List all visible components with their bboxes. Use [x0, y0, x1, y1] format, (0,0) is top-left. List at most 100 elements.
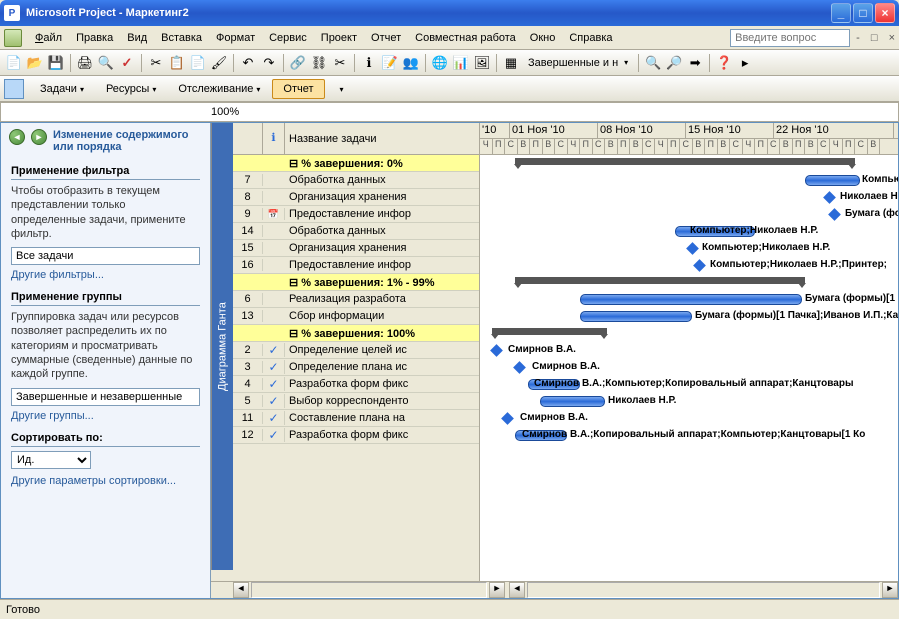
task-row[interactable]: 9📅Предоставление инфор	[233, 206, 479, 223]
app-icon: P	[4, 5, 20, 21]
menu-window[interactable]: Окно	[523, 30, 563, 46]
grid-scroll-right[interactable]: ►	[489, 582, 505, 598]
menu-help[interactable]: Справка	[562, 30, 619, 46]
preview-button[interactable]: 🔍	[96, 53, 116, 73]
task-row[interactable]: 3✓Определение плана ис	[233, 359, 479, 376]
overflow-button[interactable]: ▸	[735, 53, 755, 73]
sort-heading: Сортировать по:	[11, 432, 200, 447]
col-name-header[interactable]: Название задачи	[285, 123, 479, 154]
sort-select[interactable]: Ид.	[11, 451, 91, 469]
tab-tracking[interactable]: Отслеживание▾	[168, 80, 270, 98]
gantt-chart[interactable]: Компьютер;НиНиколаев НБумага (фоКомпьюте…	[480, 155, 898, 581]
doc-restore-button[interactable]: -	[856, 32, 860, 44]
task-row[interactable]: 8Организация хранения	[233, 189, 479, 206]
app-menu-icon[interactable]	[4, 29, 22, 47]
menu-format[interactable]: Формат	[209, 30, 262, 46]
menu-project[interactable]: Проект	[314, 30, 364, 46]
task-row[interactable]: 11✓Составление плана на	[233, 410, 479, 427]
paste-button[interactable]: 📄	[188, 53, 208, 73]
menu-view[interactable]: Вид	[120, 30, 154, 46]
task-row[interactable]: 16Предоставление инфор	[233, 257, 479, 274]
group-button[interactable]: ▦	[501, 53, 521, 73]
guide-back-button[interactable]: ◄	[9, 129, 25, 145]
task-row[interactable]: 14Обработка данных	[233, 223, 479, 240]
notes-button[interactable]: 📝	[380, 53, 400, 73]
zoom-out-button[interactable]: 🔎	[664, 53, 684, 73]
task-row[interactable]: 2✓Определение целей ис	[233, 342, 479, 359]
doc-close-button[interactable]: ×	[889, 32, 895, 44]
assign-button[interactable]: 👥	[401, 53, 421, 73]
task-row[interactable]: ⊟ % завершения: 1% - 99%	[233, 274, 479, 291]
task-row[interactable]: 13Сбор информации	[233, 308, 479, 325]
task-grid: ⊟ % завершения: 0%7Обработка данных8Орга…	[233, 155, 480, 581]
open-button[interactable]: 📂	[25, 53, 45, 73]
task-row[interactable]: 15Организация хранения	[233, 240, 479, 257]
tab-report-drop[interactable]: ▾	[327, 80, 354, 98]
task-row[interactable]: ⊟ % завершения: 100%	[233, 325, 479, 342]
doc-max-button[interactable]: □	[871, 32, 878, 44]
undo-button[interactable]: ↶	[238, 53, 258, 73]
guide-icon[interactable]	[4, 79, 24, 99]
chart-button[interactable]: 📊	[451, 53, 471, 73]
view-label: Диаграмма Ганта	[211, 123, 233, 570]
guide-fwd-button[interactable]: ►	[31, 129, 47, 145]
menu-tools[interactable]: Сервис	[262, 30, 314, 46]
filter-input[interactable]	[11, 247, 200, 265]
zoom-in-button[interactable]: 🔍	[643, 53, 663, 73]
task-row[interactable]: 4✓Разработка форм фикс	[233, 376, 479, 393]
split-button[interactable]: ✂	[330, 53, 350, 73]
new-button[interactable]: 📄	[4, 53, 24, 73]
chart-scroll-right[interactable]: ►	[882, 582, 898, 598]
grid-scrollbar[interactable]	[251, 582, 487, 598]
menu-file[interactable]: Файл	[28, 30, 69, 46]
tab-tasks[interactable]: Задачи▾	[30, 80, 94, 98]
filter-combo[interactable]: Завершенные и н▾	[522, 55, 634, 71]
minimize-button[interactable]: _	[831, 3, 851, 23]
task-row[interactable]: 5✓Выбор корреспонденто	[233, 393, 479, 410]
menu-edit[interactable]: Правка	[69, 30, 120, 46]
filter-heading: Применение фильтра	[11, 165, 200, 180]
col-indicator-header[interactable]: ℹ	[263, 123, 285, 154]
format-painter-button[interactable]: 🖌	[209, 53, 229, 73]
standard-toolbar: 📄 📂 💾 🖨 🔍 ✓ ✂ 📋 📄 🖌 ↶ ↷ 🔗 ⛓ ✂ ℹ 📝 👥 🌐 📊 …	[0, 50, 899, 76]
title-bar: P Microsoft Project - Маркетинг2 _ □ ×	[0, 0, 899, 26]
more-groups-link[interactable]: Другие группы...	[11, 410, 200, 422]
more-sort-link[interactable]: Другие параметры сортировки...	[11, 475, 200, 487]
task-row[interactable]: 7Обработка данных	[233, 172, 479, 189]
task-row[interactable]: ⊟ % завершения: 0%	[233, 155, 479, 172]
grid-scroll-left[interactable]: ◄	[233, 582, 249, 598]
link-button[interactable]: 🔗	[288, 53, 308, 73]
copy-button[interactable]: 📋	[167, 53, 187, 73]
view-bar: Задачи▾ Ресурсы▾ Отслеживание▾ Отчет ▾	[0, 76, 899, 102]
task-row[interactable]: 6Реализация разработа	[233, 291, 479, 308]
maximize-button[interactable]: □	[853, 3, 873, 23]
close-button[interactable]: ×	[875, 3, 895, 23]
task-row[interactable]: 12✓Разработка форм фикс	[233, 427, 479, 444]
project-guide-pane: ◄ ► Изменение содержимого или порядка Пр…	[1, 123, 211, 598]
ask-question-input[interactable]	[730, 29, 850, 47]
menu-report[interactable]: Отчет	[364, 30, 408, 46]
tab-resources[interactable]: Ресурсы▾	[96, 80, 166, 98]
more-filters-link[interactable]: Другие фильтры...	[11, 269, 200, 281]
save-button[interactable]: 💾	[46, 53, 66, 73]
col-id-header[interactable]	[233, 123, 263, 154]
timescale[interactable]: '1001 Ноя '1008 Ноя '1015 Ноя '1022 Ноя …	[480, 123, 898, 154]
chart-scrollbar[interactable]	[527, 582, 880, 598]
copy-pic-button[interactable]: 🖼	[472, 53, 492, 73]
menu-collab[interactable]: Совместная работа	[408, 30, 523, 46]
chart-scroll-left[interactable]: ◄	[509, 582, 525, 598]
goto-button[interactable]: ➡	[685, 53, 705, 73]
status-bar: Готово	[0, 599, 899, 619]
group-input[interactable]	[11, 388, 200, 406]
help-button[interactable]: ❓	[714, 53, 734, 73]
unlink-button[interactable]: ⛓	[309, 53, 329, 73]
spell-button[interactable]: ✓	[117, 53, 137, 73]
info-button[interactable]: ℹ	[359, 53, 379, 73]
menu-insert[interactable]: Вставка	[154, 30, 209, 46]
print-button[interactable]: 🖨	[75, 53, 95, 73]
cut-button[interactable]: ✂	[146, 53, 166, 73]
redo-button[interactable]: ↷	[259, 53, 279, 73]
filter-text: Чтобы отобразить в текущем представлении…	[11, 184, 200, 241]
tab-report[interactable]: Отчет	[272, 79, 324, 99]
publish-button[interactable]: 🌐	[430, 53, 450, 73]
